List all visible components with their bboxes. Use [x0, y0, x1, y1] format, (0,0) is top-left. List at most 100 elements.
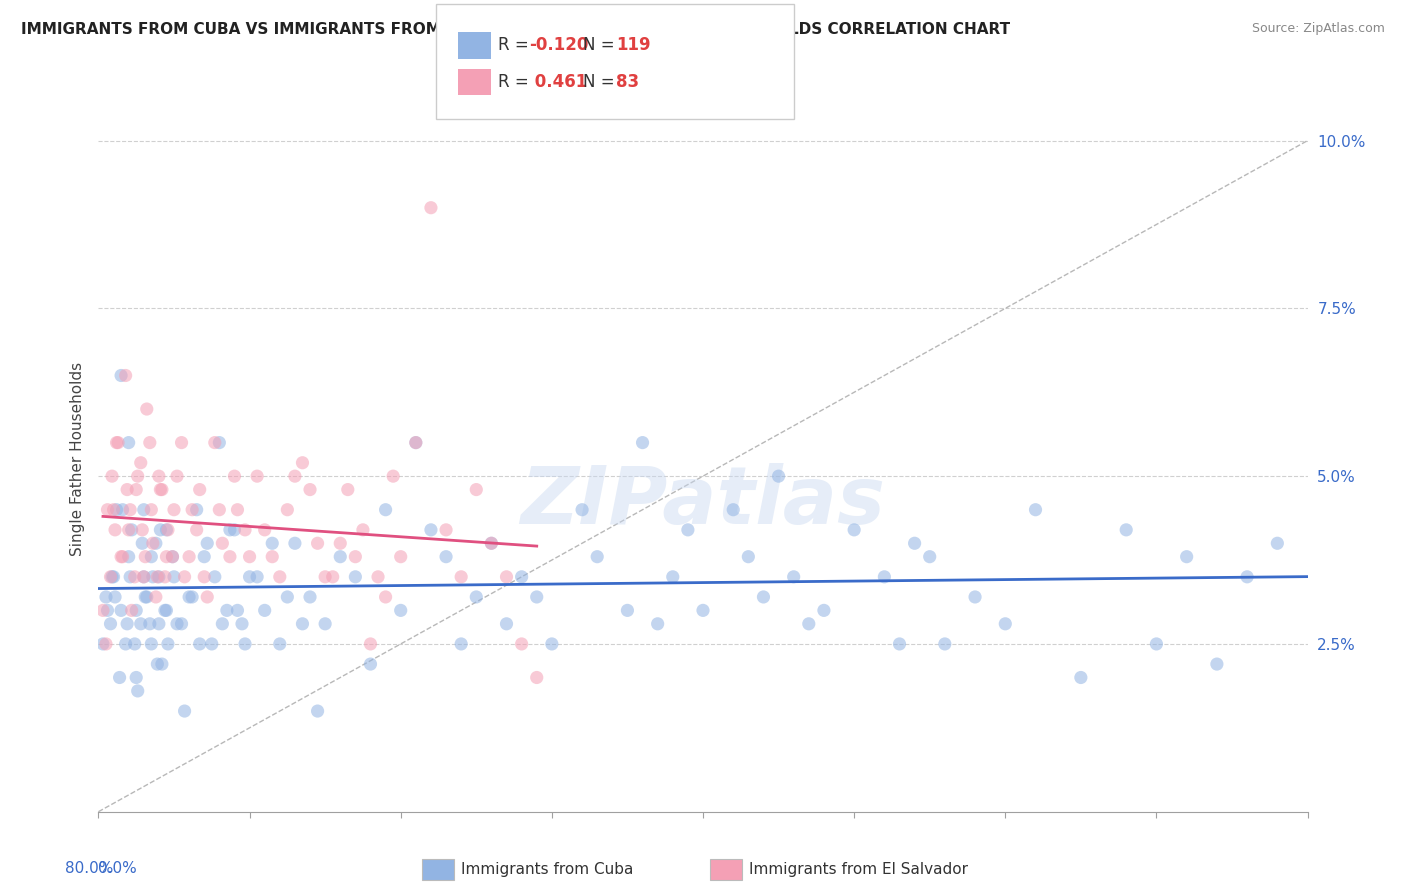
Point: [510, 570, 533, 584]
Point: [108, 671, 131, 685]
Point: [211, 616, 233, 631]
Point: [434, 549, 457, 564]
Point: [142, 536, 165, 550]
Point: [163, 502, 186, 516]
Text: IMMIGRANTS FROM CUBA VS IMMIGRANTS FROM EL SALVADOR SINGLE FATHER HOUSEHOLDS COR: IMMIGRANTS FROM CUBA VS IMMIGRANTS FROM …: [21, 22, 1011, 37]
Point: [526, 590, 548, 604]
Point: [495, 570, 517, 584]
Point: [148, 616, 170, 631]
Point: [934, 637, 956, 651]
Point: [188, 483, 211, 497]
Point: [208, 502, 231, 516]
Point: [284, 536, 307, 550]
Point: [904, 536, 927, 550]
Point: [155, 549, 177, 564]
Point: [155, 603, 177, 617]
Text: R =: R =: [498, 73, 534, 91]
Text: N =: N =: [583, 73, 620, 91]
Point: [540, 637, 562, 651]
Text: N =: N =: [583, 37, 620, 54]
Point: [344, 570, 367, 584]
Point: [132, 502, 155, 516]
Point: [150, 483, 173, 497]
Point: [616, 603, 638, 617]
Point: [510, 637, 533, 651]
Point: [262, 549, 284, 564]
Point: [965, 590, 987, 604]
Point: [103, 502, 125, 516]
Point: [208, 435, 231, 450]
Point: [91, 637, 114, 651]
Point: [162, 549, 184, 564]
Point: [145, 536, 167, 550]
Point: [110, 549, 132, 564]
Point: [111, 549, 134, 564]
Point: [115, 616, 138, 631]
Point: [367, 570, 389, 584]
Point: [134, 590, 156, 604]
Point: [115, 483, 138, 497]
Point: [129, 456, 152, 470]
Point: [374, 590, 396, 604]
Point: [166, 469, 188, 483]
Point: [162, 549, 184, 564]
Point: [170, 435, 193, 450]
Point: [121, 603, 143, 617]
Text: Source: ZipAtlas.com: Source: ZipAtlas.com: [1251, 22, 1385, 36]
Point: [219, 549, 242, 564]
Point: [153, 603, 176, 617]
Point: [129, 616, 152, 631]
Point: [156, 637, 179, 651]
Point: [131, 536, 153, 550]
Point: [1206, 657, 1229, 671]
Point: [692, 603, 714, 617]
Point: [269, 570, 291, 584]
Point: [181, 502, 204, 516]
Point: [676, 523, 699, 537]
Point: [291, 456, 314, 470]
Point: [224, 523, 246, 537]
Point: [994, 616, 1017, 631]
Point: [173, 570, 195, 584]
Point: [889, 637, 911, 651]
Point: [465, 590, 488, 604]
Point: [276, 590, 298, 604]
Point: [526, 671, 548, 685]
Point: [101, 570, 124, 584]
Point: [314, 616, 336, 631]
Point: [107, 435, 129, 450]
Point: [124, 570, 146, 584]
Text: 119: 119: [616, 37, 651, 54]
Point: [1115, 523, 1137, 537]
Point: [276, 502, 298, 516]
Point: [186, 523, 208, 537]
Point: [253, 523, 276, 537]
Point: [239, 549, 262, 564]
Point: [204, 435, 226, 450]
Point: [141, 637, 163, 651]
Point: [193, 549, 215, 564]
Point: [100, 616, 122, 631]
Point: [631, 435, 654, 450]
Point: [118, 435, 141, 450]
Point: [163, 570, 186, 584]
Point: [420, 201, 443, 215]
Point: [873, 570, 896, 584]
Point: [314, 570, 336, 584]
Point: [405, 435, 427, 450]
Point: [120, 502, 142, 516]
Point: [100, 570, 122, 584]
Point: [132, 570, 155, 584]
Point: [124, 637, 146, 651]
Point: [110, 368, 132, 383]
Point: [94, 637, 117, 651]
Point: [104, 523, 127, 537]
Point: [360, 657, 382, 671]
Point: [389, 549, 412, 564]
Point: [195, 590, 218, 604]
Point: [134, 549, 156, 564]
Point: [118, 549, 141, 564]
Point: [307, 536, 329, 550]
Point: [188, 637, 211, 651]
Point: [139, 435, 162, 450]
